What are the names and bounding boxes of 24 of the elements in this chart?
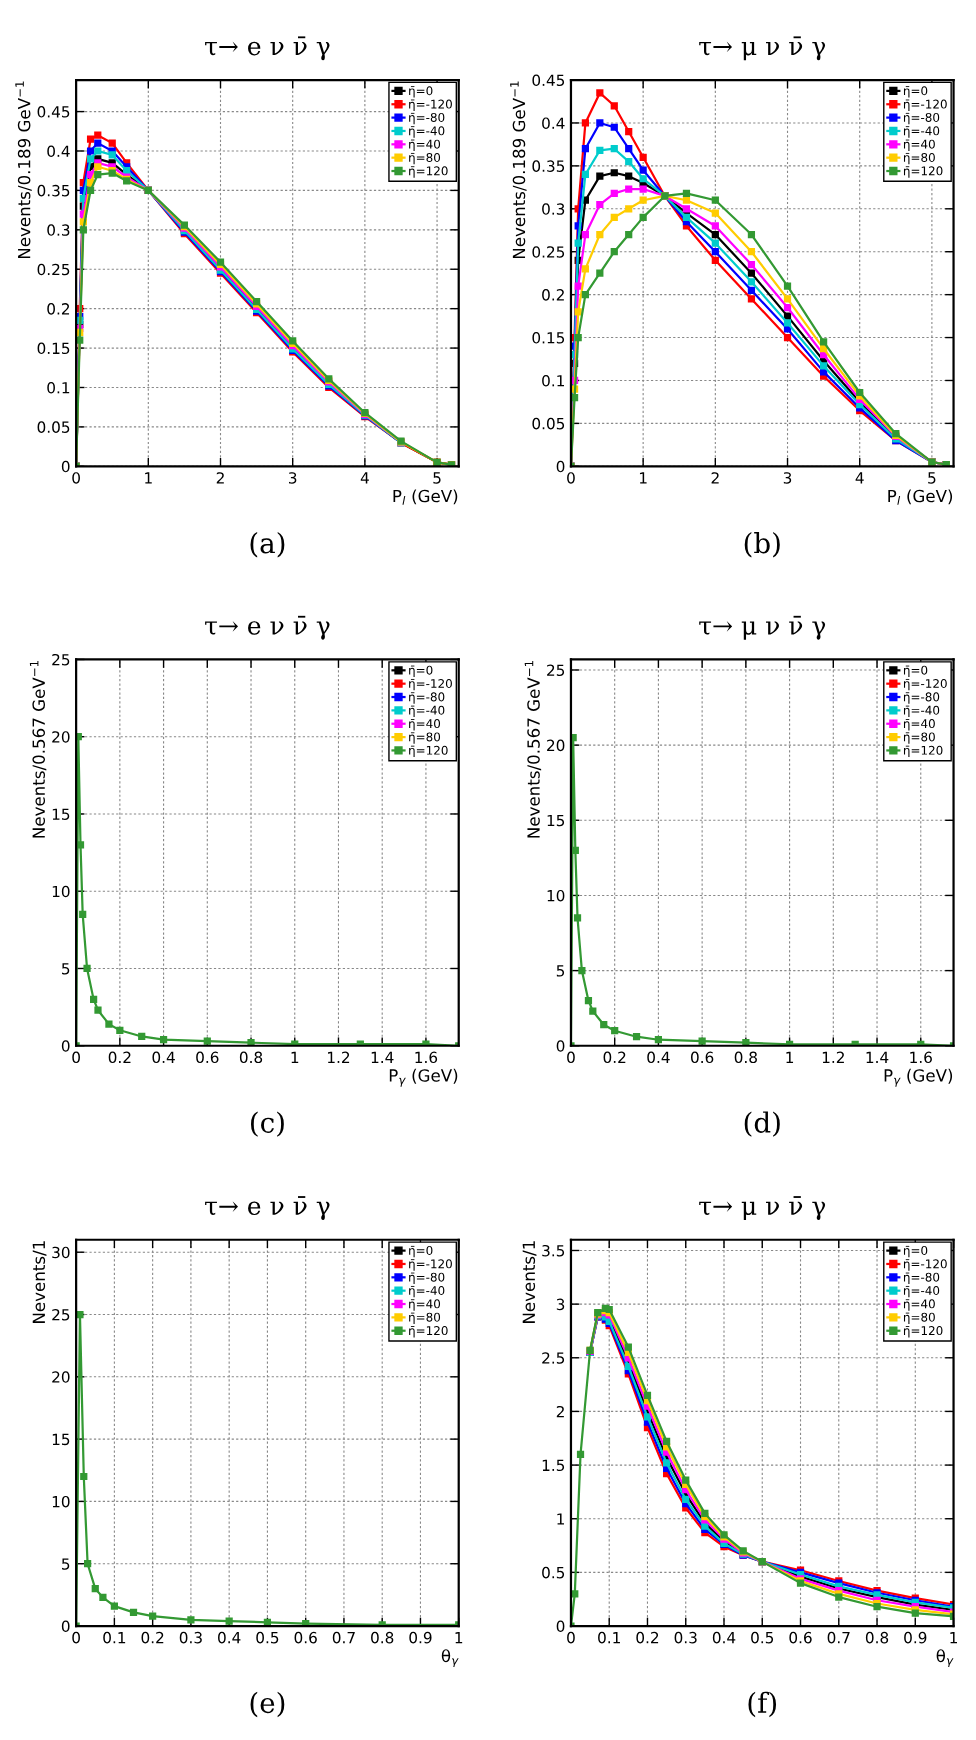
x-axis-title: θ$_{γ}$ bbox=[441, 1649, 459, 1668]
chart-title: τ→ μ ν ν̄ γ bbox=[699, 615, 826, 640]
text: (f) bbox=[748, 1691, 777, 1718]
x-axis-title: P$_{l}$ (GeV) bbox=[888, 489, 953, 505]
text: (b) bbox=[744, 531, 780, 558]
x-axis-title: P$_{γ}$ (GeV) bbox=[389, 1068, 458, 1087]
chart-title: τ→ μ ν ν̄ γ bbox=[699, 36, 826, 61]
y-axis-title: Nevents/0.189 GeV$^{−1}$ bbox=[15, 81, 32, 259]
chart-title: τ→ e ν ν̄ γ bbox=[205, 36, 330, 61]
chart-title: τ→ μ ν ν̄ γ bbox=[699, 1196, 826, 1220]
chart-title: τ→ e ν ν̄ γ bbox=[205, 1196, 330, 1220]
text: (c) bbox=[251, 1111, 284, 1137]
text: (a) bbox=[250, 531, 285, 558]
y-axis-title: Nevents/1 bbox=[32, 1241, 47, 1323]
y-axis-title: Nevents/0.567 GeV$^{−1}$ bbox=[29, 661, 47, 838]
text: (e) bbox=[250, 1691, 285, 1718]
y-axis-title: Nevents/0.189 GeV$^{−1}$ bbox=[510, 81, 527, 259]
chart-title: τ→ e ν ν̄ γ bbox=[205, 615, 330, 640]
y-axis-title: Nevents/1 bbox=[522, 1241, 537, 1323]
x-axis-title: P$_{l}$ (GeV) bbox=[393, 489, 458, 505]
x-axis-title: P$_{γ}$ (GeV) bbox=[884, 1068, 953, 1087]
y-axis-title: Nevents/0.567 GeV$^{−1}$ bbox=[524, 661, 542, 838]
text: (d) bbox=[744, 1111, 780, 1137]
x-axis-title: θ$_{γ}$ bbox=[936, 1649, 954, 1668]
